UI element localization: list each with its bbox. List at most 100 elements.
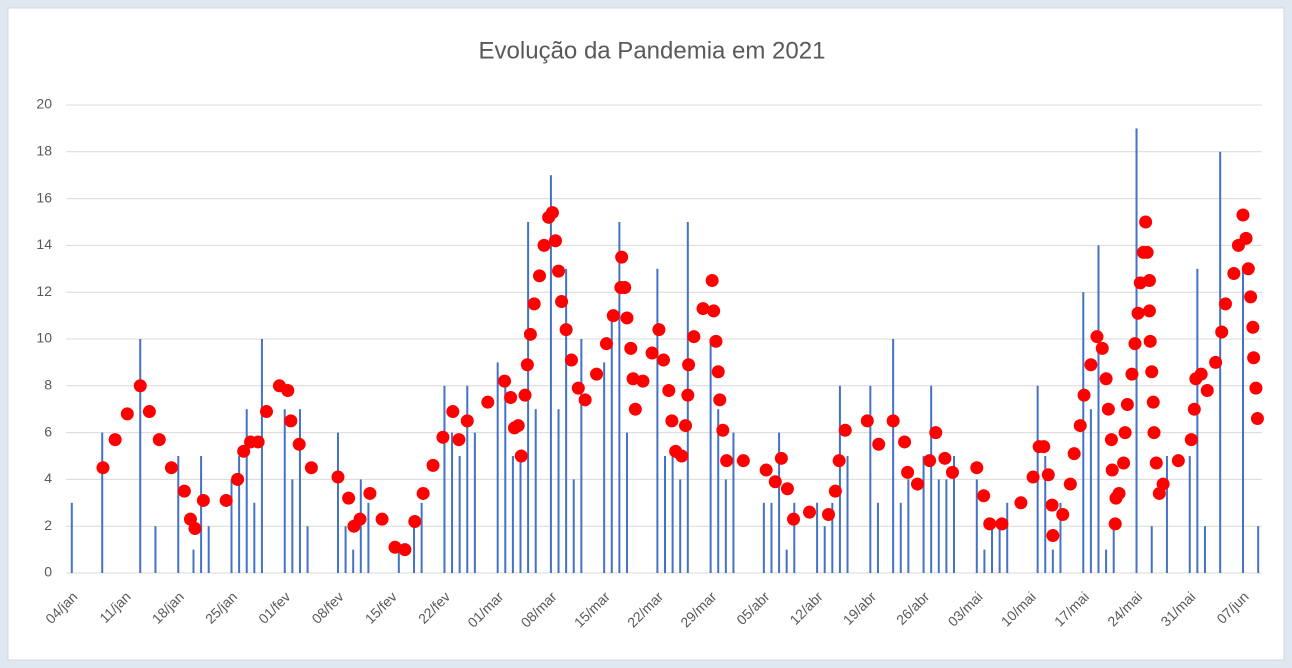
dot [142, 405, 156, 419]
bar [200, 456, 203, 573]
dot [901, 465, 915, 479]
dot [353, 512, 367, 526]
bar [1196, 268, 1199, 573]
dot [559, 323, 573, 337]
bar [420, 502, 423, 573]
dot [709, 334, 723, 348]
bar [732, 432, 735, 573]
dot [720, 454, 734, 468]
dot [1118, 426, 1132, 440]
dot [363, 486, 377, 500]
bar [876, 502, 879, 573]
dot [624, 341, 638, 355]
dot [1128, 337, 1142, 351]
bar [458, 456, 461, 573]
dot [590, 367, 604, 381]
bar [451, 432, 454, 573]
y-tick-label: 0 [44, 564, 52, 580]
bar [1044, 456, 1047, 573]
dot [636, 374, 650, 388]
dot [1108, 517, 1122, 531]
dot [152, 433, 166, 447]
bar [930, 385, 933, 573]
dot [514, 449, 528, 463]
dot [1249, 381, 1263, 395]
dot [1184, 433, 1198, 447]
dot [545, 206, 559, 220]
dot [120, 407, 134, 421]
dot [681, 388, 695, 402]
bar [580, 339, 583, 573]
bar [1165, 456, 1168, 573]
dot [1041, 468, 1055, 482]
bar [1188, 456, 1191, 573]
dot [1145, 365, 1159, 379]
dot [1239, 231, 1253, 245]
bar [565, 268, 568, 573]
bar [709, 339, 712, 573]
bar [496, 362, 499, 573]
dot [1101, 402, 1115, 416]
bar [778, 432, 781, 573]
chart-panel [7, 7, 1285, 661]
dot [520, 358, 534, 372]
dot [96, 461, 110, 475]
bar [245, 409, 248, 573]
dot [832, 454, 846, 468]
dot [416, 486, 430, 500]
bar [192, 549, 195, 573]
dot [511, 419, 525, 433]
bar [1082, 292, 1085, 573]
bar [770, 502, 773, 573]
bar [306, 526, 309, 573]
dot [970, 461, 984, 475]
bar [717, 409, 720, 573]
dot [446, 405, 460, 419]
bar [359, 479, 362, 573]
y-tick-label: 2 [44, 517, 52, 533]
dot [977, 489, 991, 503]
dot [1215, 325, 1229, 339]
dot [1142, 304, 1156, 318]
dot [1149, 456, 1163, 470]
y-tick-label: 20 [36, 96, 52, 112]
bar [549, 175, 552, 573]
dot [1187, 402, 1201, 416]
bar [1097, 245, 1100, 573]
bar [1203, 526, 1206, 573]
bar [230, 479, 233, 573]
dot [342, 491, 356, 505]
bar [238, 456, 241, 573]
bar [283, 409, 286, 573]
dot [398, 543, 412, 557]
dot [716, 423, 730, 437]
dot [1073, 419, 1087, 433]
dot [662, 383, 676, 397]
dot [1095, 341, 1109, 355]
dot [606, 309, 620, 323]
dot [618, 281, 632, 295]
dot [705, 274, 719, 287]
bar [610, 315, 613, 573]
bar [952, 456, 955, 573]
y-tick-label: 8 [44, 377, 52, 393]
bar [473, 432, 476, 573]
bar [937, 479, 940, 573]
dot [1131, 306, 1145, 320]
dot [1056, 508, 1070, 521]
dot [1117, 456, 1131, 470]
dot [523, 327, 537, 341]
dot [938, 451, 952, 465]
dot [860, 414, 874, 428]
bar [899, 502, 902, 573]
bar [679, 479, 682, 573]
bar [253, 502, 256, 573]
dot [898, 435, 912, 449]
dot [675, 449, 689, 463]
y-tick-label: 4 [44, 470, 52, 486]
y-tick-label: 18 [36, 143, 52, 159]
bar [413, 526, 416, 573]
dot [1209, 355, 1223, 369]
dot [177, 484, 191, 498]
